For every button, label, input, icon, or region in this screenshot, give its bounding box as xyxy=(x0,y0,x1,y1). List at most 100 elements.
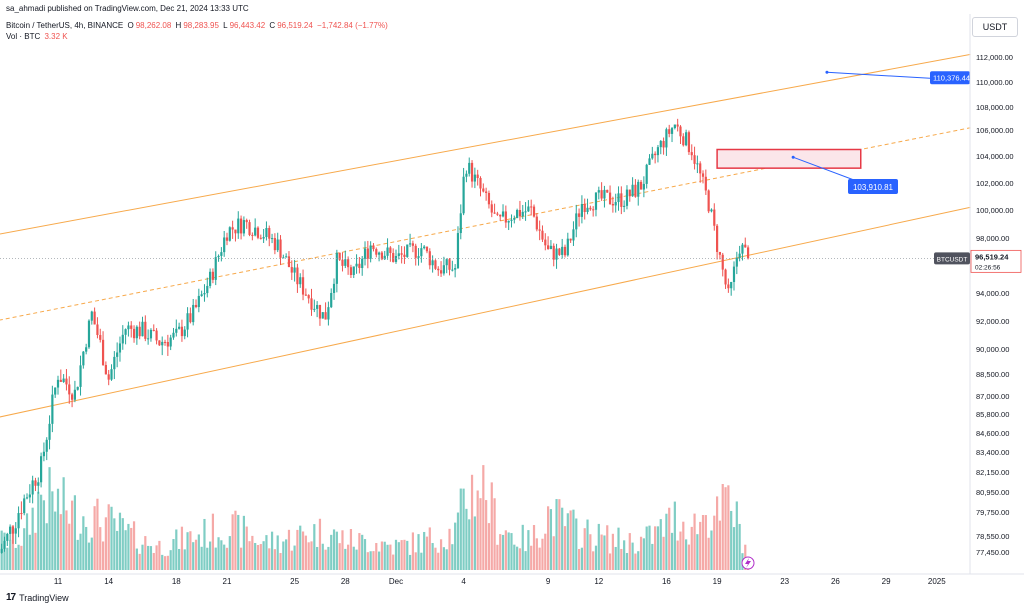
volume-bar xyxy=(659,519,662,570)
volume-bar xyxy=(113,518,116,570)
candle xyxy=(372,243,375,252)
last-price-box xyxy=(970,249,1022,273)
volume-bar xyxy=(572,509,575,570)
volume-label[interactable]: Vol · BTC xyxy=(6,32,41,41)
candle xyxy=(501,204,505,218)
candle xyxy=(682,133,685,147)
volume-bar xyxy=(23,528,26,570)
change-value: −1,742.84 (−1.77%) xyxy=(317,21,388,30)
candle xyxy=(211,268,215,284)
candle xyxy=(107,369,110,386)
candle xyxy=(544,233,547,251)
volume-bar xyxy=(200,546,203,570)
candle xyxy=(555,243,558,269)
candle xyxy=(510,214,513,228)
time-tick-label: 25 xyxy=(290,577,299,586)
candle xyxy=(293,259,296,282)
candle xyxy=(265,221,268,241)
volume-bar xyxy=(639,536,643,570)
price-tick-label: 108,000.00 xyxy=(976,103,1014,112)
candle xyxy=(637,179,640,206)
volume-bar xyxy=(166,555,169,570)
volume-bar xyxy=(403,539,406,570)
candle xyxy=(603,185,606,208)
volume-bar xyxy=(299,525,302,570)
price-tick-label: 79,750.00 xyxy=(976,508,1009,517)
volume-bar xyxy=(434,547,437,570)
volume-bar xyxy=(569,510,572,570)
candle xyxy=(617,186,620,211)
candle xyxy=(34,477,37,492)
volume-bar xyxy=(344,548,347,570)
candle xyxy=(654,151,657,164)
candle xyxy=(569,238,572,243)
candle xyxy=(645,163,648,189)
time-tick-label: 11 xyxy=(54,577,63,586)
volume-bar xyxy=(338,543,341,570)
candle xyxy=(110,364,113,381)
currency-selector[interactable]: USDT xyxy=(972,17,1018,37)
volume-bar xyxy=(65,510,68,570)
tradingview-logo-icon: 17 xyxy=(6,592,16,603)
candle xyxy=(606,189,609,193)
time-tick-label: 23 xyxy=(780,577,789,586)
candle xyxy=(696,155,699,174)
candle xyxy=(321,312,324,319)
candle xyxy=(547,236,550,250)
volume-bar xyxy=(279,553,282,570)
volume-bar xyxy=(701,515,705,570)
volume-bar xyxy=(476,490,479,570)
candle xyxy=(673,124,676,130)
candle xyxy=(614,193,617,213)
candle xyxy=(28,484,31,503)
candle xyxy=(301,269,305,301)
candle xyxy=(411,240,414,253)
candle xyxy=(166,334,169,356)
symbol-title[interactable]: Bitcoin / TetherUS, 4h, BINANCE xyxy=(6,21,124,30)
volume-bar xyxy=(141,544,144,570)
volume-bar xyxy=(217,537,220,570)
volume-bar xyxy=(51,491,54,570)
price-tick-label: 104,000.00 xyxy=(976,152,1014,161)
price-axis[interactable]: 112,000.00 110,000.00 108,000.00 106,000.00… xyxy=(976,53,1014,557)
volume-bar xyxy=(470,474,474,570)
volume-bar xyxy=(555,499,558,570)
volume-bar xyxy=(648,525,651,570)
candle xyxy=(113,351,116,380)
candle xyxy=(147,329,150,345)
annotations: 110,376.44 103,910.81 xyxy=(791,70,970,194)
close-label: C xyxy=(269,21,276,30)
volume-bar xyxy=(121,518,124,570)
candle xyxy=(701,170,705,184)
time-tick-label: 9 xyxy=(546,577,551,586)
candle xyxy=(594,192,598,217)
candle xyxy=(124,328,127,345)
volume-bar xyxy=(682,521,685,570)
volume-bar xyxy=(355,549,358,570)
footer-brand[interactable]: 17 TradingView xyxy=(6,592,69,603)
volume-bar xyxy=(614,546,617,570)
volume-bar xyxy=(685,539,688,570)
candle xyxy=(499,214,502,222)
candle xyxy=(530,199,533,216)
price-tick-label: 94,000.00 xyxy=(976,289,1009,298)
candle xyxy=(468,157,471,177)
volume-bar xyxy=(296,529,299,570)
candlesticks xyxy=(0,118,750,554)
candle xyxy=(234,229,237,242)
volume-bar xyxy=(259,544,262,570)
volume-bar xyxy=(245,526,248,570)
candle xyxy=(507,220,510,231)
time-axis[interactable]: 11 14 18 21 25 28 Dec 4 9 12 16 19 23 26 29 2025 xyxy=(54,577,946,586)
volume-bar xyxy=(110,506,113,570)
volume-bar xyxy=(158,540,161,570)
candle xyxy=(116,342,119,368)
lightning-icon[interactable] xyxy=(741,556,755,570)
volume-bar xyxy=(6,547,9,570)
last-price-marker: BTCUSDT 96,519.24 02:26:56 xyxy=(0,249,1022,273)
candle xyxy=(200,290,203,297)
candle xyxy=(485,187,488,201)
candle xyxy=(194,299,198,309)
volume-bar xyxy=(85,526,88,570)
